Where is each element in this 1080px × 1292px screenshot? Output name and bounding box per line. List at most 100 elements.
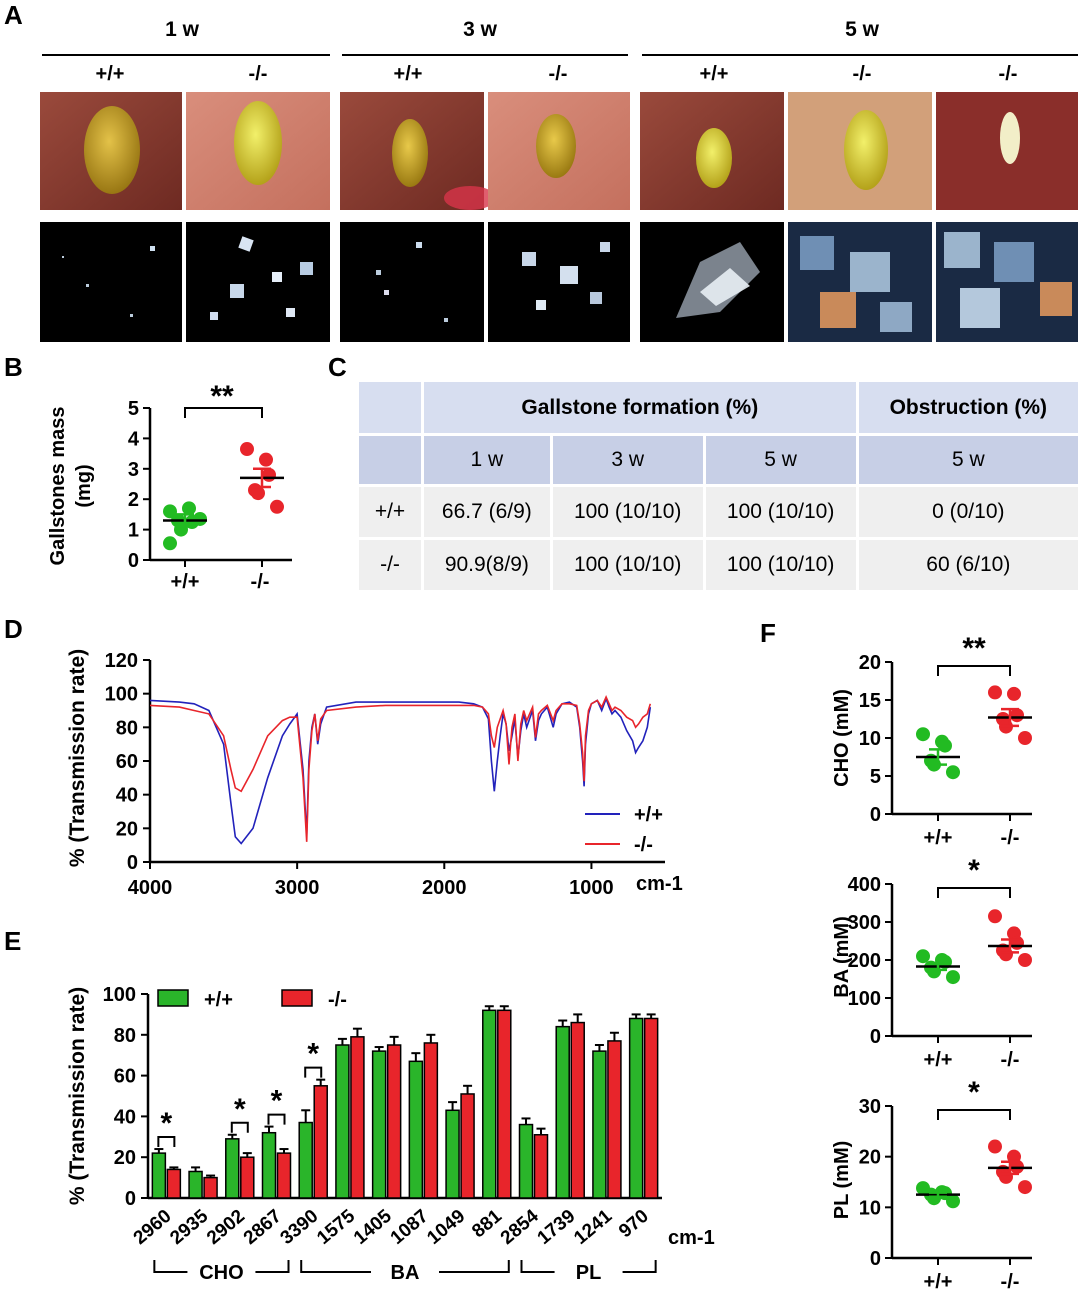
- bar: [445, 1109, 460, 1199]
- significance-marker: *: [234, 1093, 246, 1126]
- x-axis-unit: cm-1: [668, 1227, 715, 1249]
- x-tick-label: -/-: [1001, 1049, 1020, 1071]
- y-tick-label: 20: [859, 652, 881, 674]
- group-bracket: [520, 1260, 657, 1273]
- subheader-cell: 3 w: [549, 436, 703, 487]
- y-tick-label: 0: [127, 852, 138, 874]
- genotype-label: +/+: [700, 63, 729, 85]
- data-point: [1010, 935, 1024, 950]
- data-point: [240, 442, 254, 457]
- micro-1w-wt: [40, 222, 182, 342]
- bar: [607, 1040, 622, 1199]
- x-tick-label: 1000: [569, 877, 614, 899]
- photo-3w-wt: [340, 92, 496, 210]
- data-point: [988, 1139, 1002, 1154]
- micro-1w-ko: [186, 222, 330, 342]
- significance-marker: **: [962, 632, 986, 665]
- significance-bracket: [184, 407, 263, 418]
- micro-5w-ko: [788, 222, 932, 342]
- bar: [482, 1009, 497, 1199]
- data-point: [163, 536, 177, 551]
- table-row: -/- 90.9(8/9) 100 (10/10) 100 (10/10) 60…: [356, 540, 1078, 593]
- e-plot-area: 0 20 40 60 80 100 2960293529022867339015751405…: [103, 984, 662, 1284]
- genotype-label: -/-: [853, 63, 872, 85]
- group-label: CHO: [199, 1262, 243, 1284]
- header-formation: Gallstone formation (%): [421, 382, 856, 436]
- bar: [408, 1060, 424, 1199]
- genotype-label: +/+: [96, 63, 125, 85]
- legend-swatch: [157, 989, 189, 1007]
- bar: [518, 1123, 534, 1199]
- micro-3w-wt: [340, 222, 484, 342]
- legend-swatch: [281, 989, 313, 1007]
- y-tick-label: 0: [870, 1026, 881, 1048]
- significance-bracket: [937, 1109, 1011, 1120]
- panel-e: E % (Transmission rate) cm-1 0 20 40 60 80 10…: [4, 926, 715, 1284]
- f-subplot: 0 100 200 300 400 * +/+ -/-: [848, 854, 1032, 1071]
- photo-5w-wt: [640, 92, 784, 210]
- bar: [423, 1042, 439, 1199]
- significance-bracket: [304, 1066, 323, 1078]
- subheader-cell: 5 w: [702, 436, 856, 487]
- x-tick-label: 2854: [497, 1205, 543, 1249]
- table-cell: 66.7 (6/9): [421, 487, 550, 540]
- panel-label-e: E: [4, 926, 21, 956]
- x-tick-label: +/+: [924, 827, 953, 849]
- panel-label-b: B: [4, 352, 23, 382]
- bar: [261, 1131, 277, 1199]
- bar: [460, 1093, 475, 1199]
- bar: [555, 1025, 570, 1199]
- bar: [203, 1176, 218, 1199]
- bar: [225, 1138, 240, 1199]
- table-corner: [356, 382, 421, 436]
- f-subplot: 0 5 10 15 20 ** +/+ -/-: [859, 632, 1032, 849]
- panel-label-c: C: [328, 352, 347, 382]
- data-point: [988, 909, 1002, 924]
- genotype-label: +/+: [394, 63, 423, 85]
- timepoint-5w: 5 w: [845, 18, 880, 41]
- table-cell: 0 (0/10): [855, 487, 1078, 540]
- x-tick-label: 2960: [130, 1206, 176, 1249]
- y-tick-label: 15: [859, 690, 881, 712]
- series-line: [149, 695, 652, 842]
- panel-b: B Gallstones mass (mg) 0 1 2 3 4 5 +/+ -/- **: [4, 352, 292, 590]
- y-tick-label: 20: [859, 1147, 881, 1169]
- bar: [386, 1044, 402, 1199]
- bar: [240, 1156, 255, 1199]
- panel-label-d: D: [4, 614, 23, 644]
- y-tick-label: 20: [114, 1147, 136, 1169]
- group-label: PL: [576, 1262, 602, 1284]
- table-cell: 100 (10/10): [549, 487, 703, 540]
- f-plot-area: 0 5 10 15 20 ** +/+ -/- 0 100 200 300 400 * +/+ -/- 0 10 2…: [848, 632, 1032, 1292]
- data-point: [916, 949, 930, 964]
- bar: [151, 1152, 167, 1199]
- x-tick-label: +/+: [924, 1049, 953, 1071]
- bar: [497, 1009, 512, 1199]
- data-point: [1018, 1180, 1032, 1195]
- y-axis-title: % (Transmission rate): [66, 987, 89, 1205]
- x-tick-label: -/-: [251, 571, 270, 590]
- subheader-cell: 1 w: [421, 436, 550, 487]
- x-tick-label: 2935: [166, 1205, 212, 1249]
- x-tick-label: 2902: [203, 1206, 249, 1249]
- y-tick-label: 5: [870, 766, 881, 788]
- x-axis-unit: cm-1: [636, 873, 683, 895]
- y-tick-label: 0: [128, 550, 139, 572]
- y-tick-label: 10: [859, 1197, 881, 1219]
- y-axis-title: Gallstones mass: [47, 407, 69, 566]
- group-bracket: [153, 1260, 290, 1273]
- y-tick-label: 20: [116, 818, 138, 840]
- significance-bracket: [157, 1136, 176, 1148]
- y-tick-label: 2: [128, 489, 139, 511]
- y-axis-title-unit: (mg): [73, 464, 95, 507]
- y-tick-label: 1: [128, 520, 139, 542]
- data-point: [182, 501, 196, 516]
- y-tick-label: 100: [103, 984, 136, 1006]
- data-point: [916, 727, 930, 742]
- panel-a-headers: A 1 w 3 w 5 w +/+ -/- +/+ -/- +/+ -/- -/…: [4, 0, 1078, 85]
- significance-bracket: [230, 1121, 249, 1133]
- y-tick-label: 60: [114, 1066, 136, 1088]
- bar: [188, 1170, 203, 1199]
- panel-c-label: C: [328, 352, 347, 382]
- x-tick-label: 1739: [534, 1206, 580, 1249]
